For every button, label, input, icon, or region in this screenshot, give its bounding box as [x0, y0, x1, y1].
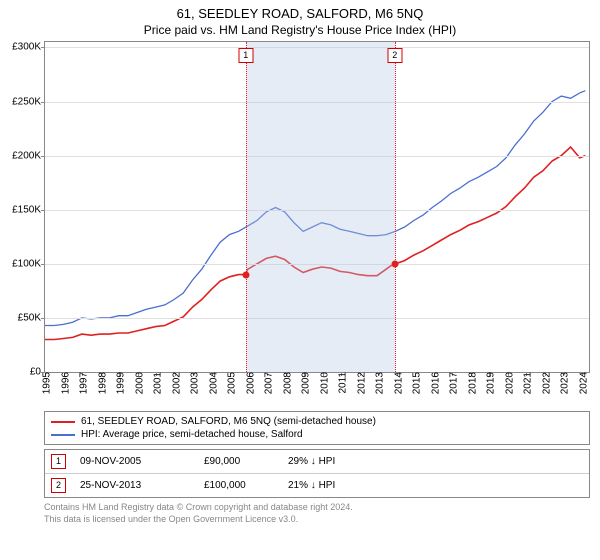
- y-tick-label: £200K: [1, 150, 41, 161]
- sale-diff: 21% ↓ HPI: [288, 480, 583, 491]
- sales-table: 1 09-NOV-2005 £90,000 29% ↓ HPI 2 25-NOV-2013…: [44, 449, 590, 498]
- sale-date: 09-NOV-2005: [80, 456, 190, 467]
- x-tick-label: 2013: [371, 372, 386, 394]
- x-tick-label: 1998: [93, 372, 108, 394]
- sales-row: 1 09-NOV-2005 £90,000 29% ↓ HPI: [45, 450, 589, 473]
- x-tick-label: 2014: [389, 372, 404, 394]
- sale-vline: [395, 42, 396, 372]
- x-tick-label: 2019: [482, 372, 497, 394]
- sale-point-dot: [242, 271, 249, 278]
- x-tick-label: 2003: [186, 372, 201, 394]
- y-tick-label: £0: [1, 367, 41, 378]
- x-tick-label: 2015: [408, 372, 423, 394]
- x-tick-label: 2017: [445, 372, 460, 394]
- x-tick-label: 2010: [315, 372, 330, 394]
- sales-row: 2 25-NOV-2013 £100,000 21% ↓ HPI: [45, 473, 589, 497]
- sale-date: 25-NOV-2013: [80, 480, 190, 491]
- chart-subtitle: Price paid vs. HM Land Registry's House …: [0, 21, 600, 41]
- legend-label: 61, SEEDLEY ROAD, SALFORD, M6 5NQ (semi-…: [81, 416, 376, 427]
- x-tick-label: 2022: [537, 372, 552, 394]
- x-tick-label: 1999: [112, 372, 127, 394]
- sale-index-box: 2: [51, 478, 66, 493]
- x-tick-label: 1995: [38, 372, 53, 394]
- chart-area: £0£50K£100K£150K£200K£250K£300K199519961…: [44, 41, 590, 373]
- sale-price: £100,000: [204, 480, 274, 491]
- sale-index-box: 1: [51, 454, 66, 469]
- x-tick-label: 2001: [149, 372, 164, 394]
- x-tick-label: 2006: [241, 372, 256, 394]
- legend-swatch: [51, 434, 75, 436]
- x-tick-label: 1996: [56, 372, 71, 394]
- sale-diff: 29% ↓ HPI: [288, 456, 583, 467]
- x-tick-label: 2021: [519, 372, 534, 394]
- x-tick-label: 2016: [426, 372, 441, 394]
- x-tick-label: 2007: [260, 372, 275, 394]
- y-tick-label: £250K: [1, 96, 41, 107]
- legend-swatch: [51, 421, 75, 423]
- x-tick-label: 2020: [500, 372, 515, 394]
- x-tick-label: 2012: [352, 372, 367, 394]
- x-tick-label: 2004: [204, 372, 219, 394]
- y-tick-label: £50K: [1, 312, 41, 323]
- footnote-line-2: This data is licensed under the Open Gov…: [44, 514, 590, 526]
- chart-title: 61, SEEDLEY ROAD, SALFORD, M6 5NQ: [0, 0, 600, 21]
- x-tick-label: 2024: [574, 372, 589, 394]
- footnote: Contains HM Land Registry data © Crown c…: [44, 502, 590, 525]
- x-tick-label: 2000: [130, 372, 145, 394]
- x-tick-label: 2008: [278, 372, 293, 394]
- x-tick-label: 2023: [556, 372, 571, 394]
- x-tick-label: 2018: [463, 372, 478, 394]
- footnote-line-1: Contains HM Land Registry data © Crown c…: [44, 502, 590, 514]
- legend: 61, SEEDLEY ROAD, SALFORD, M6 5NQ (semi-…: [44, 411, 590, 445]
- sale-point-dot: [391, 260, 398, 267]
- x-tick-label: 2009: [297, 372, 312, 394]
- sale-vline: [246, 42, 247, 372]
- y-tick-label: £100K: [1, 258, 41, 269]
- x-tick-label: 2002: [167, 372, 182, 394]
- legend-item: HPI: Average price, semi-detached house,…: [51, 428, 583, 441]
- legend-label: HPI: Average price, semi-detached house,…: [81, 429, 303, 440]
- sale-marker-label: 2: [387, 48, 402, 63]
- legend-item: 61, SEEDLEY ROAD, SALFORD, M6 5NQ (semi-…: [51, 415, 583, 428]
- shade-band: [246, 42, 395, 372]
- y-tick-label: £150K: [1, 204, 41, 215]
- x-tick-label: 2005: [223, 372, 238, 394]
- sale-price: £90,000: [204, 456, 274, 467]
- sale-marker-label: 1: [238, 48, 253, 63]
- x-tick-label: 1997: [75, 372, 90, 394]
- y-tick-label: £300K: [1, 42, 41, 53]
- x-tick-label: 2011: [334, 372, 349, 394]
